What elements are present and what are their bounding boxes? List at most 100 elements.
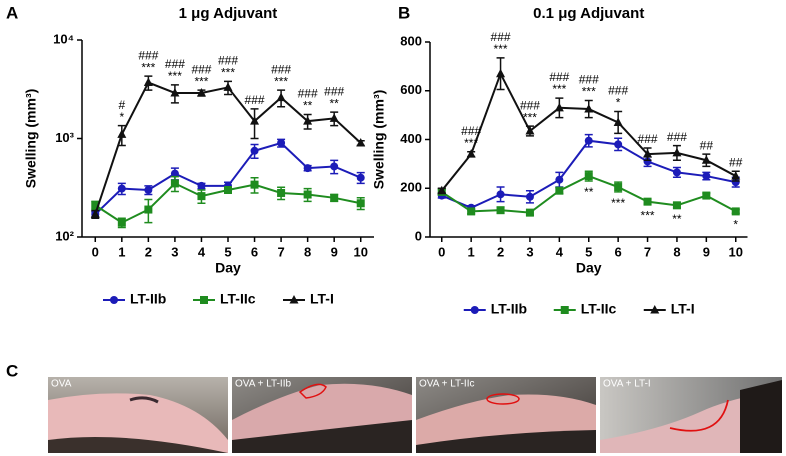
significance: ###: [520, 98, 540, 112]
legend-label: LT-IIc: [581, 301, 617, 317]
marker: [330, 162, 339, 171]
significance: ***: [582, 85, 596, 99]
photo-row: OVA OVA + LT-IIb OVA + LT-IIc OVA + LT-I: [48, 377, 782, 453]
y-tick-label: 10³: [55, 130, 74, 145]
significance: ###: [638, 132, 658, 146]
y-tick-label: 10²: [55, 228, 74, 243]
marker: [525, 208, 534, 217]
y-tick-label: 800: [400, 33, 422, 48]
marker: [614, 140, 623, 149]
marker: [250, 180, 259, 189]
significance: ###: [461, 124, 481, 138]
y-tick-label: 0: [415, 228, 422, 243]
series-line: [94, 81, 362, 215]
y-tick-label: 200: [400, 180, 422, 195]
significance: **: [303, 99, 313, 113]
marker: [117, 129, 127, 138]
significance: *: [119, 110, 124, 124]
marker: [356, 138, 366, 147]
marker: [303, 190, 312, 199]
marker: [467, 207, 476, 216]
marker: [117, 184, 126, 193]
significance: ###: [271, 62, 291, 76]
legend-marker: [470, 306, 479, 314]
marker: [554, 102, 564, 112]
y-tick-label: 10⁴: [53, 31, 74, 46]
marker: [329, 113, 339, 122]
legend-marker: [650, 305, 660, 314]
significance: ###: [191, 62, 211, 76]
marker: [584, 136, 593, 145]
panel-label: C: [6, 361, 18, 380]
marker: [496, 206, 505, 215]
y-axis-label: Swelling (mm³): [23, 89, 39, 189]
marker: [117, 218, 126, 227]
marker: [584, 104, 594, 113]
marker: [90, 209, 100, 218]
y-tick-label: 400: [400, 131, 422, 146]
significance: #: [118, 98, 125, 112]
x-tick-label: 0: [438, 244, 445, 259]
marker: [672, 168, 681, 177]
marker: [250, 146, 259, 155]
marker: [224, 186, 232, 195]
photo-label: OVA + LT-I: [603, 379, 651, 390]
marker: [330, 193, 339, 202]
x-tick-label: 1: [468, 244, 475, 259]
significance: ###: [491, 30, 511, 44]
x-tick-label: 6: [251, 244, 258, 259]
marker: [496, 68, 506, 78]
marker: [466, 149, 476, 158]
significance: ###: [579, 73, 599, 87]
x-tick-label: 6: [615, 244, 622, 259]
significance: ***: [494, 42, 508, 56]
legend-label: LT-I: [310, 291, 334, 307]
significance: ***: [168, 69, 182, 83]
marker: [223, 82, 233, 91]
significance: ###: [138, 48, 158, 62]
significance: ###: [218, 54, 238, 68]
legend-label: LT-IIb: [130, 291, 166, 307]
significance: ##: [729, 155, 743, 169]
x-tick-label: 8: [304, 244, 311, 259]
y-axis-label: Swelling (mm³): [371, 90, 387, 190]
marker: [303, 164, 312, 173]
marker: [731, 178, 740, 187]
legend-marker: [289, 295, 299, 304]
significance: ***: [523, 110, 537, 124]
panel-label: B: [398, 3, 410, 22]
marker: [170, 169, 179, 178]
series-line: [94, 141, 362, 216]
significance: ###: [165, 57, 185, 71]
significance: *: [733, 218, 738, 232]
marker: [496, 190, 505, 199]
marker: [277, 188, 286, 197]
significance: ***: [274, 74, 288, 88]
x-tick-label: 8: [673, 244, 680, 259]
marker: [643, 157, 652, 166]
marker: [643, 197, 652, 206]
marker: [250, 116, 260, 125]
legend-label: LT-I: [671, 301, 695, 317]
marker: [277, 139, 286, 148]
x-tick-label: 4: [556, 244, 564, 259]
marker: [356, 199, 365, 208]
marker: [525, 192, 534, 201]
y-tick-label: 600: [400, 82, 422, 97]
marker: [437, 185, 447, 195]
marker: [731, 207, 740, 216]
chart-title: 0.1 μg Adjuvant: [533, 5, 644, 22]
legend-marker: [200, 296, 208, 304]
marker: [555, 175, 564, 184]
marker: [144, 205, 153, 214]
marker: [196, 87, 206, 97]
marker: [614, 183, 623, 192]
marker: [303, 116, 313, 125]
legend-label: LT-IIc: [220, 291, 256, 307]
legend-marker: [110, 296, 118, 304]
marker: [701, 155, 711, 164]
x-tick-label: 10: [729, 244, 743, 259]
photo: OVA: [48, 377, 228, 453]
x-tick-label: 7: [644, 244, 651, 259]
